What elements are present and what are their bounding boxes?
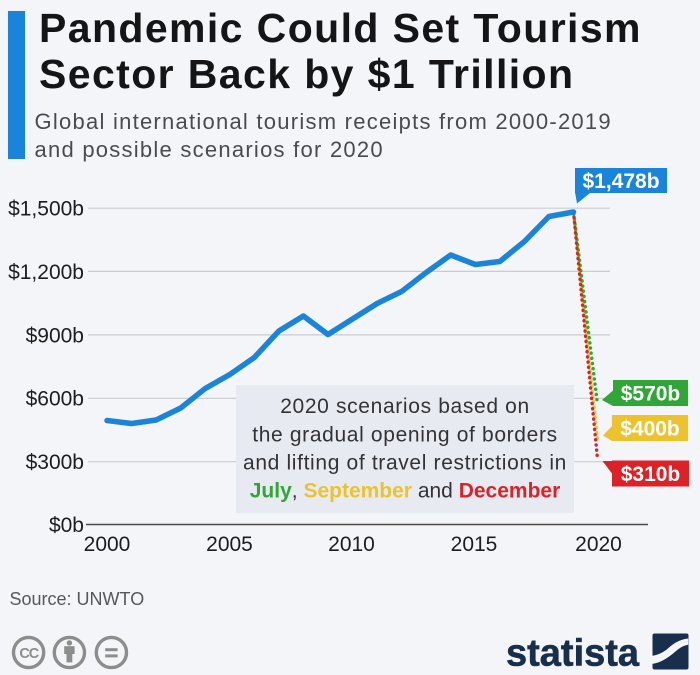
svg-text:$900b: $900b [26, 324, 84, 347]
svg-text:$400b: $400b [620, 418, 680, 441]
svg-text:statista: statista [506, 633, 640, 675]
svg-text:July, September and December: July, September and December [250, 480, 561, 503]
svg-text:the gradual opening of borders: the gradual opening of borders [252, 424, 558, 447]
svg-text:$1,200b: $1,200b [8, 261, 84, 284]
svg-text:2020 scenarios based on: 2020 scenarios based on [280, 395, 530, 418]
svg-text:2000: 2000 [84, 533, 131, 556]
svg-text:$1,500b: $1,500b [8, 198, 84, 221]
svg-text:Source: UNWTO: Source: UNWTO [10, 589, 145, 609]
svg-text:and lifting of travel restrict: and lifting of travel restrictions in [243, 452, 567, 475]
svg-text:2010: 2010 [328, 533, 375, 556]
svg-text:$600b: $600b [26, 388, 84, 411]
svg-text:$0b: $0b [49, 514, 84, 537]
svg-text:$1,478b: $1,478b [582, 170, 659, 193]
svg-text:CC: CC [19, 646, 39, 662]
svg-text:2015: 2015 [451, 533, 498, 556]
svg-text:2020: 2020 [575, 533, 622, 556]
svg-text:$310b: $310b [621, 463, 681, 486]
svg-text:$570b: $570b [621, 383, 681, 406]
svg-text:$300b: $300b [26, 451, 84, 474]
svg-text:2005: 2005 [206, 533, 253, 556]
